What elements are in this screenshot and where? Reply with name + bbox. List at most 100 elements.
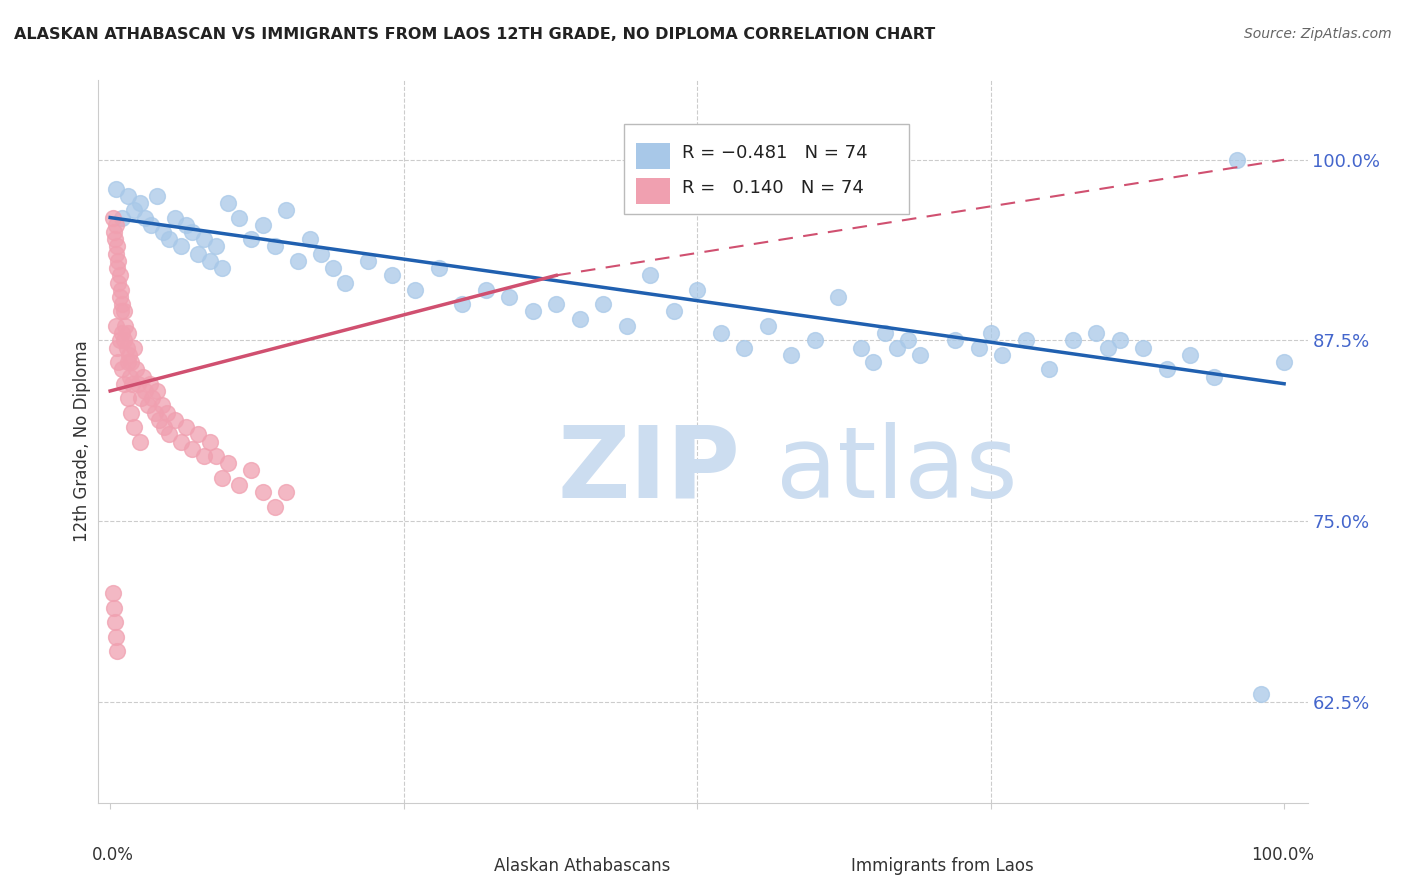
Point: [1132, 341, 1154, 355]
Point: [616, 318, 638, 333]
Point: [169, 239, 191, 253]
Point: [240, 232, 263, 246]
Point: [157, 232, 180, 246]
Point: [105, 318, 128, 333]
Point: [228, 211, 250, 225]
Point: [193, 232, 215, 246]
Point: [1108, 334, 1130, 348]
Point: [187, 427, 209, 442]
Point: [141, 218, 163, 232]
Point: [427, 261, 450, 276]
Point: [122, 341, 145, 355]
Point: [198, 254, 221, 268]
Point: [276, 485, 298, 500]
Point: [522, 304, 544, 318]
Point: [1156, 362, 1178, 376]
Point: [803, 334, 825, 348]
Point: [120, 355, 142, 369]
Point: [204, 449, 226, 463]
Point: [198, 434, 221, 449]
Point: [252, 218, 274, 232]
Point: [381, 268, 404, 283]
Point: [108, 290, 131, 304]
Point: [103, 225, 125, 239]
Point: [153, 420, 176, 434]
Point: [1180, 348, 1202, 362]
Point: [105, 644, 128, 658]
Point: [240, 463, 263, 477]
Point: [150, 399, 173, 413]
Text: Alaskan Athabascans: Alaskan Athabascans: [494, 856, 671, 875]
Point: [112, 304, 135, 318]
Point: [105, 239, 128, 253]
Text: R =   0.140   N = 74: R = 0.140 N = 74: [682, 179, 865, 197]
Point: [155, 406, 177, 420]
Point: [181, 225, 204, 239]
Point: [110, 283, 132, 297]
Point: [104, 615, 127, 630]
Point: [592, 297, 614, 311]
Point: [128, 434, 150, 449]
Point: [157, 427, 180, 442]
Text: 0.0%: 0.0%: [93, 847, 134, 864]
Point: [107, 276, 129, 290]
Point: [111, 362, 134, 376]
Point: [111, 211, 134, 225]
Point: [112, 334, 135, 348]
Point: [105, 218, 128, 232]
Point: [120, 406, 142, 420]
Point: [217, 196, 239, 211]
Y-axis label: 12th Grade, No Diploma: 12th Grade, No Diploma: [73, 341, 91, 542]
Point: [117, 326, 139, 341]
Point: [1097, 341, 1119, 355]
Point: [217, 456, 239, 470]
Point: [211, 471, 233, 485]
Point: [733, 341, 755, 355]
Point: [111, 326, 134, 341]
Point: [127, 376, 149, 391]
Point: [780, 348, 803, 362]
Point: [638, 268, 661, 283]
Text: ZIP: ZIP: [558, 422, 741, 519]
Point: [1272, 355, 1295, 369]
Point: [107, 254, 129, 268]
Point: [873, 326, 896, 341]
Point: [311, 246, 333, 260]
Point: [163, 211, 186, 225]
Point: [105, 630, 128, 644]
Point: [546, 297, 568, 311]
Point: [287, 254, 309, 268]
Point: [756, 318, 779, 333]
Point: [121, 376, 143, 391]
Point: [1202, 369, 1225, 384]
Point: [105, 261, 128, 276]
Point: [141, 391, 163, 405]
Point: [228, 478, 250, 492]
Point: [193, 449, 215, 463]
Text: R = −0.481   N = 74: R = −0.481 N = 74: [682, 145, 868, 162]
Text: Source: ZipAtlas.com: Source: ZipAtlas.com: [1244, 27, 1392, 41]
FancyBboxPatch shape: [800, 855, 842, 877]
Point: [568, 311, 591, 326]
Point: [897, 334, 920, 348]
Point: [122, 203, 145, 218]
Point: [176, 420, 198, 434]
Point: [498, 290, 520, 304]
Point: [148, 413, 170, 427]
Point: [108, 268, 131, 283]
Point: [991, 348, 1014, 362]
Point: [125, 362, 148, 376]
Point: [211, 261, 233, 276]
Text: Immigrants from Laos: Immigrants from Laos: [851, 856, 1033, 875]
Point: [980, 326, 1002, 341]
Point: [908, 348, 931, 362]
Point: [134, 384, 156, 398]
Point: [169, 434, 191, 449]
Point: [118, 348, 141, 362]
Point: [204, 239, 226, 253]
Point: [129, 391, 152, 405]
Point: [862, 355, 884, 369]
Point: [146, 189, 169, 203]
Text: 100.0%: 100.0%: [1250, 847, 1313, 864]
Point: [146, 384, 169, 398]
